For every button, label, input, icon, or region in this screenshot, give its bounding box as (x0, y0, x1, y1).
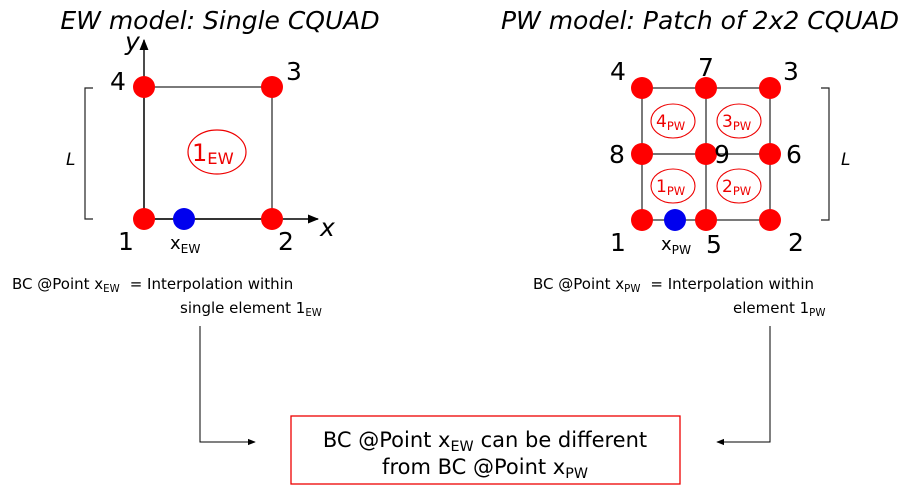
bc-text: BC @Point xPW = Interpolation within (533, 275, 814, 295)
element-marker (650, 168, 696, 204)
node-label: 2 (788, 228, 804, 257)
element-marker (187, 129, 247, 175)
element-label: 4PW (656, 112, 686, 133)
left-title: EW model: Single CQUAD (60, 6, 379, 35)
bc-text: BC @Point xEW = Interpolation within (12, 275, 293, 295)
right-title: PW model: Patch of 2x2 CQUAD (501, 6, 899, 35)
node (631, 209, 653, 231)
element-label: 3PW (722, 112, 752, 133)
conclusion-box (290, 415, 681, 485)
dimension-bracket (821, 87, 830, 221)
node (695, 77, 717, 99)
node-label: 3 (783, 57, 799, 86)
dimension-bracket (84, 87, 93, 220)
node-label: 1 (610, 228, 626, 257)
node-label: 8 (609, 140, 625, 169)
point-label: xPW (661, 234, 691, 257)
node-label: 7 (698, 53, 714, 82)
element-label: 2PW (722, 177, 752, 198)
node-label: 1 (118, 227, 134, 256)
element-marker (716, 168, 762, 204)
node (631, 77, 653, 99)
element-label: 1PW (656, 177, 686, 198)
node-label: 4 (610, 57, 626, 86)
y-axis-label: y (124, 27, 141, 56)
bc-point (664, 209, 686, 231)
node (261, 76, 283, 98)
point-label: xEW (170, 233, 200, 256)
node (133, 208, 155, 230)
node (133, 76, 155, 98)
node (261, 208, 283, 230)
node-label: 4 (110, 67, 126, 96)
node (631, 143, 653, 165)
node (695, 209, 717, 231)
node (759, 77, 781, 99)
dimension-label: L (841, 150, 850, 170)
dimension-label: L (66, 150, 75, 170)
conclusion-text: BC @Point xEW can be different (323, 428, 647, 455)
bc-point (173, 208, 195, 230)
element-label: 1EW (192, 139, 234, 168)
element-marker (716, 103, 762, 139)
element-marker (650, 103, 696, 139)
node-label: 6 (786, 140, 802, 169)
node-label: 2 (278, 227, 294, 256)
node-label: 5 (706, 230, 722, 259)
x-axis-label: x (319, 213, 335, 242)
flow-arrow (716, 326, 771, 446)
node-label: 9 (714, 140, 730, 169)
node (759, 209, 781, 231)
bc-text: single element 1EW (180, 299, 322, 319)
node-label: 3 (286, 57, 302, 86)
node (759, 143, 781, 165)
flow-arrow (199, 326, 256, 446)
bc-text: element 1PW (733, 299, 825, 319)
conclusion-text: from BC @Point xPW (382, 455, 588, 482)
node (695, 143, 717, 165)
